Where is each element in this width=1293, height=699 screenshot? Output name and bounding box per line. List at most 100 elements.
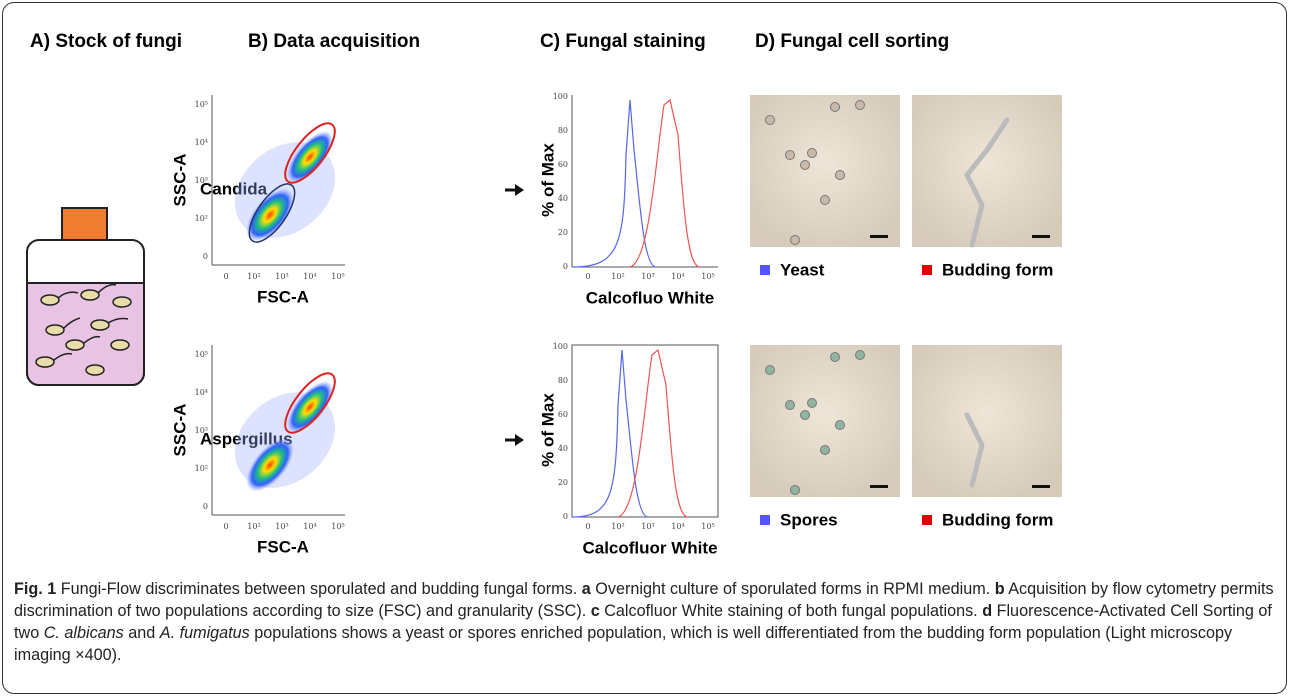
caption-run: b: [994, 580, 1005, 598]
cell: [820, 195, 830, 205]
x-tick-label: 10³: [275, 272, 288, 281]
scatter-density: [234, 372, 336, 492]
cell: [807, 148, 817, 158]
legend-label: Spores: [780, 510, 838, 529]
x-axis-label: Calcofluo White: [586, 288, 714, 307]
cell: [765, 115, 775, 125]
blue-histogram: [571, 349, 649, 518]
x-tick-label: 10⁵: [701, 522, 714, 531]
x-tick-label: 10³: [641, 522, 654, 531]
y-tick-label: 10⁵: [195, 100, 208, 109]
caption: Fig. 1 Fungi-Flow discriminates between …: [14, 578, 1276, 666]
cell: [855, 350, 865, 360]
x-tick-label: 10²: [611, 272, 624, 281]
panel-heading: C) Fungal staining: [540, 31, 706, 52]
y-tick-label: 0: [203, 252, 208, 261]
red-histogram: [629, 98, 701, 268]
y-tick-label: 10⁴: [195, 388, 208, 397]
cell: [790, 485, 800, 495]
x-tick-label: 10⁵: [701, 272, 714, 281]
caption-run: Fluorescence-Activated Cell Sorting of t…: [14, 602, 1272, 642]
bottle-illustration: [26, 207, 145, 386]
y-tick-label: 0: [203, 502, 208, 511]
legend-swatch: [922, 515, 932, 525]
y-axis-label: % of Max: [538, 143, 557, 217]
y-tick-label: 60: [558, 410, 568, 419]
hypha: [964, 412, 985, 488]
y-tick-label: 0: [563, 262, 568, 271]
panel-heading: D) Fungal cell sorting: [755, 31, 949, 52]
arrow-head: [515, 434, 524, 446]
population: [246, 438, 294, 492]
cell: [785, 150, 795, 160]
cell: [855, 100, 865, 110]
legend-label: Budding form: [942, 510, 1053, 529]
population: [246, 188, 294, 242]
legend-swatch: [760, 265, 770, 275]
x-tick-label: 10³: [275, 522, 288, 531]
y-tick-label: 20: [558, 228, 568, 237]
x-tick-label: 10²: [611, 522, 624, 531]
caption-run: Acquisition by flow cytometry permits di…: [14, 580, 1274, 620]
scale-bar: [1032, 485, 1050, 488]
gate: [284, 372, 336, 434]
x-tick-label: 10²: [247, 522, 260, 531]
x-tick-label: 0: [223, 522, 228, 531]
caption-run: and: [123, 624, 160, 642]
cell: [765, 365, 775, 375]
x-tick-label: 0: [223, 272, 228, 281]
cell: [835, 420, 845, 430]
y-axis-label: SSC-A: [170, 154, 189, 207]
panel-heading: A) Stock of fungi: [30, 31, 182, 52]
scale-bar: [870, 485, 888, 488]
row-label: Aspergillus: [200, 429, 293, 448]
blue-histogram: [571, 99, 657, 268]
red-histogram: [617, 348, 689, 518]
legend-label: Budding form: [942, 260, 1053, 279]
caption-run: Fig. 1: [14, 580, 57, 598]
legend-swatch: [760, 515, 770, 525]
arrow-head: [515, 184, 524, 196]
y-tick-label: 10⁵: [195, 350, 208, 359]
x-axis-label: FSC-A: [257, 537, 309, 556]
y-tick-label: 80: [558, 376, 568, 385]
caption-run: C. albicans: [43, 624, 124, 642]
x-axis-label: FSC-A: [257, 287, 309, 306]
scatter-density: [234, 122, 336, 243]
gate: [284, 122, 336, 184]
y-tick-label: 10⁴: [195, 138, 208, 147]
cell: [800, 160, 810, 170]
panel-heading: B) Data acquisition: [248, 31, 420, 52]
figure: A) Stock of fungi B) Data acquisition C) F…: [26, 31, 1062, 557]
cell: [785, 400, 795, 410]
scale-bar: [870, 235, 888, 238]
x-tick-label: 10³: [641, 272, 654, 281]
cell: [807, 398, 817, 408]
x-tick-label: 10⁴: [303, 272, 316, 281]
micrograph: [912, 345, 1062, 497]
cell: [800, 410, 810, 420]
cell: [830, 352, 840, 362]
legend-label: Yeast: [780, 260, 825, 279]
y-tick-label: 20: [558, 478, 568, 487]
population: [286, 130, 334, 184]
y-tick-label: 10³: [195, 176, 208, 185]
x-tick-label: 10⁴: [671, 272, 684, 281]
x-tick-label: 10⁴: [671, 522, 684, 531]
x-tick-label: 10⁵: [331, 272, 344, 281]
y-tick-label: 40: [558, 444, 568, 453]
caption-run: d: [982, 602, 993, 620]
y-tick-label: 80: [558, 126, 568, 135]
caption-run: A. fumigatus: [159, 624, 250, 642]
cell: [830, 102, 840, 112]
micrograph: [750, 345, 900, 497]
y-tick-label: 10²: [195, 214, 208, 223]
y-tick-label: 10³: [195, 426, 208, 435]
hypha: [964, 117, 1010, 248]
caption-run: a: [581, 580, 591, 598]
caption-run: Fungi-Flow discriminates between sporula…: [56, 580, 582, 598]
x-tick-label: 0: [585, 272, 590, 281]
micrograph: [750, 95, 900, 247]
y-tick-label: 10²: [195, 464, 208, 473]
